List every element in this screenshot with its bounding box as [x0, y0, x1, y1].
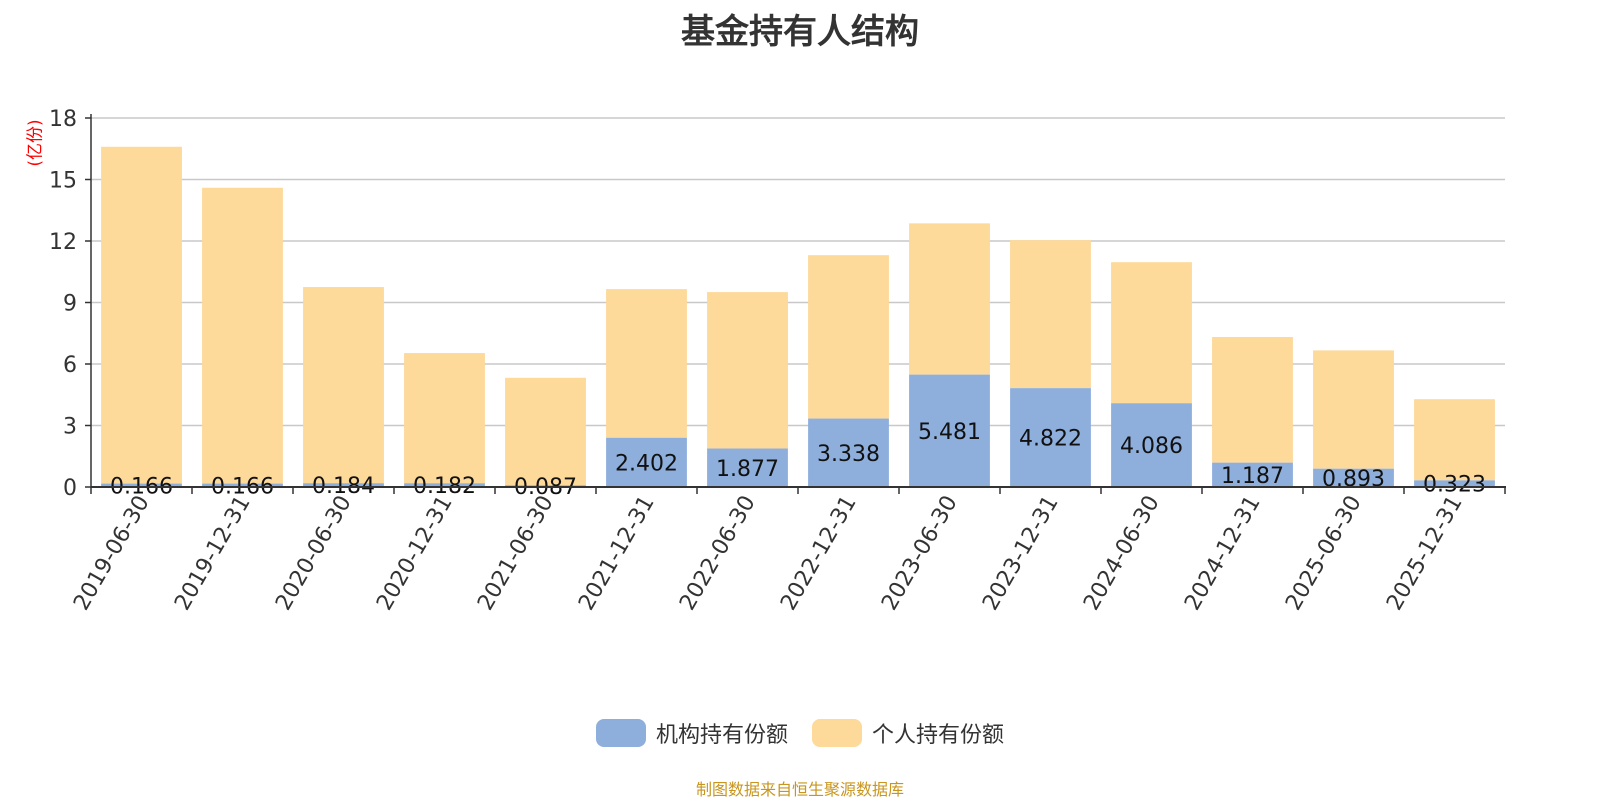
y-tick-label: 12: [49, 230, 77, 255]
bar-individual: [606, 289, 687, 438]
legend-label-individual: 个人持有份额: [872, 723, 1005, 748]
bar-individual: [808, 255, 889, 419]
data-label-institutional: 0.323: [1423, 473, 1486, 498]
legend-swatch-institutional: [595, 719, 646, 747]
data-source-note: 制图数据来自恒生聚源数据库: [695, 780, 904, 799]
x-tick-label: 2022-12-31: [776, 492, 862, 615]
data-label-institutional: 3.338: [817, 442, 880, 467]
x-tick-label: 2019-12-31: [170, 492, 256, 615]
bar-institutional: [707, 448, 788, 487]
y-tick-label: 3: [63, 415, 77, 440]
x-tick-label: 2025-06-30: [1281, 492, 1367, 615]
x-tick-label: 2020-06-30: [271, 492, 357, 615]
bar-institutional: [303, 483, 384, 487]
legend-label-institutional: 机构持有份额: [655, 723, 788, 748]
x-tick-label: 2019-06-30: [69, 492, 155, 615]
x-tick-label: 2023-06-30: [877, 492, 963, 615]
x-tick-label: 2023-12-31: [978, 492, 1064, 615]
bar-individual: [101, 146, 182, 484]
legend-swatch-individual: [812, 719, 862, 747]
bar-individual: [505, 377, 586, 486]
data-label-institutional: 2.402: [615, 451, 678, 476]
y-tick-label: 18: [49, 107, 77, 132]
x-tick-label: 2021-06-30: [473, 492, 559, 615]
x-tick-label: 2024-06-30: [1079, 492, 1165, 615]
bar-individual: [202, 187, 283, 484]
legend: 机构持有份额 个人持有份额: [0, 717, 1600, 749]
bar-institutional: [1313, 468, 1394, 487]
bar-institutional: [909, 374, 990, 487]
bar-individual: [909, 223, 990, 375]
bar-institutional: [404, 483, 485, 487]
data-label-institutional: 1.877: [716, 457, 779, 482]
legend-item-institutional[interactable]: 机构持有份额: [595, 717, 788, 749]
x-tick-label: 2020-12-31: [372, 492, 458, 615]
chart-title: 基金持有人结构: [681, 12, 919, 52]
y-tick-label: 9: [63, 292, 77, 317]
bar-institutional: [1111, 403, 1192, 487]
x-tick-label: 2024-12-31: [1180, 492, 1266, 615]
legend-item-individual[interactable]: 个人持有份额: [812, 717, 1004, 749]
y-tick-label: 0: [63, 476, 77, 501]
bar-individual: [1414, 399, 1495, 481]
data-label-institutional: 1.187: [1221, 464, 1284, 489]
x-tick-label: 2021-12-31: [574, 492, 660, 615]
bar-institutional: [1010, 388, 1091, 487]
bar-individual: [1111, 262, 1192, 404]
bar-institutional: [202, 483, 283, 487]
bar-institutional: [606, 437, 687, 487]
data-label-institutional: 5.481: [918, 420, 981, 445]
bar-institutional: [101, 483, 182, 487]
bar-individual: [404, 353, 485, 484]
bar-individual: [1313, 350, 1394, 469]
bar-individual: [303, 287, 384, 484]
bar-individual: [707, 292, 788, 449]
bar-institutional: [808, 418, 889, 487]
y-tick-label: 6: [63, 353, 77, 378]
data-label-institutional: 4.822: [1019, 427, 1082, 452]
bar-individual: [1212, 337, 1293, 463]
data-label-institutional: 4.086: [1120, 434, 1183, 459]
x-tick-label: 2022-06-30: [675, 492, 761, 615]
x-tick-label: 2025-12-31: [1382, 492, 1468, 615]
bar-individual: [1010, 240, 1091, 389]
bar-institutional: [1212, 462, 1293, 487]
data-label-institutional: 0.893: [1322, 467, 1385, 492]
bar-institutional: [1414, 480, 1495, 487]
y-tick-label: 15: [49, 169, 77, 194]
